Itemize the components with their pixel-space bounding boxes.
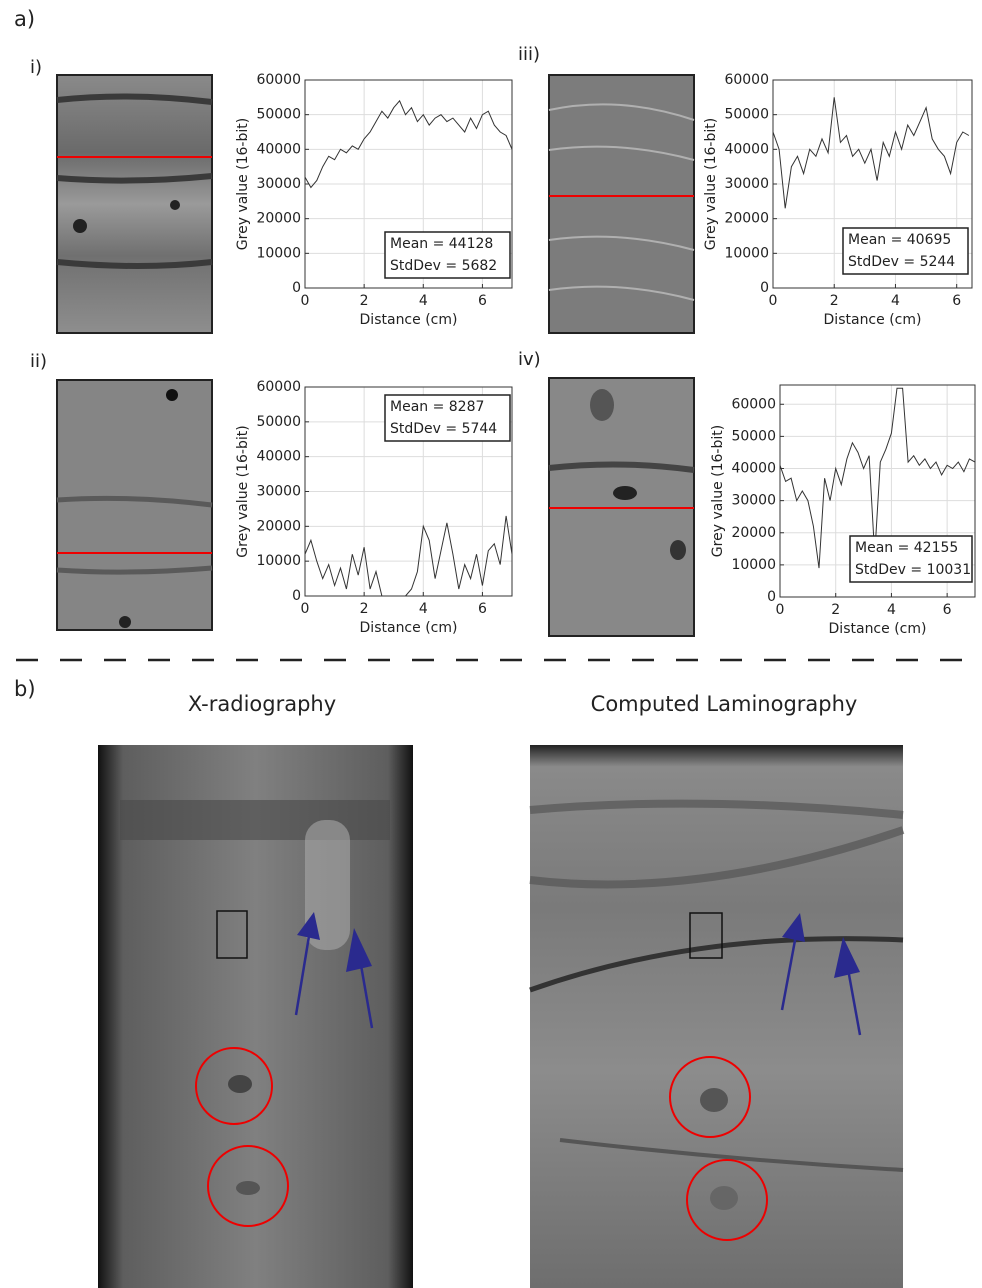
stats-text: Mean = 40695 [848, 232, 951, 248]
y-axis-label: Grey value (16-bit) [235, 425, 251, 557]
stats-box [842, 227, 969, 275]
y-tick-label: 0 [767, 589, 776, 605]
x-tick-label: 0 [769, 293, 778, 309]
plot-frame [304, 386, 513, 597]
y-tick-label: 40000 [256, 141, 301, 157]
x-tick-label: 0 [301, 601, 310, 617]
image-title: Computed Laminography [591, 692, 858, 716]
y-tick-label: 30000 [256, 176, 301, 192]
x-tick-label: 0 [776, 602, 785, 618]
y-tick-label: 60000 [724, 72, 769, 88]
y-tick-label: 10000 [256, 245, 301, 261]
y-tick-label: 40000 [256, 449, 301, 465]
y-tick-label: 60000 [256, 379, 301, 395]
section-label: b) [14, 677, 36, 701]
section-label: a) [14, 7, 35, 31]
line-chart: ii) 0 10000 20000 30000 40000 50000 60000 0 2 4 6 Di… [30, 351, 513, 636]
stats-box [384, 231, 511, 279]
stats-text: StdDev = 5244 [848, 254, 955, 270]
stats-text: StdDev = 5744 [390, 421, 497, 437]
x-axis-label: Distance (cm) [824, 312, 922, 328]
y-axis-label: Grey value (16-bit) [235, 118, 251, 250]
panel-label: i) [30, 57, 42, 78]
x-axis-label: Distance (cm) [360, 312, 458, 328]
line-chart: iv) 0 10000 20000 30000 40000 50000 60000 0 2 4 6 Di… [518, 349, 976, 637]
x-tick-label: 6 [478, 601, 487, 617]
x-tick-label: 2 [831, 602, 840, 618]
x-tick-label: 4 [891, 293, 900, 309]
stats-box [849, 535, 973, 583]
x-axis-label: Distance (cm) [360, 620, 458, 636]
y-tick-label: 10000 [731, 557, 776, 573]
y-tick-label: 20000 [256, 518, 301, 534]
image-title: X-radiography [188, 692, 336, 716]
panel-label: iii) [518, 44, 540, 65]
plot-frame [779, 384, 976, 598]
y-tick-label: 20000 [731, 525, 776, 541]
laminography-image [529, 745, 905, 1288]
x-tick-label: 2 [360, 293, 369, 309]
y-tick-label: 20000 [724, 211, 769, 227]
x-axis-label: Distance (cm) [829, 621, 927, 637]
x-tick-label: 4 [887, 602, 896, 618]
line-chart: iii) 0 10000 20000 30000 40000 50000 60000 0 2 4 6 D… [518, 44, 973, 328]
stats-text: Mean = 44128 [390, 236, 493, 252]
y-tick-label: 40000 [731, 461, 776, 477]
stats-text: Mean = 42155 [855, 540, 958, 556]
y-tick-label: 30000 [731, 493, 776, 509]
panel-label: ii) [30, 351, 47, 372]
y-tick-label: 50000 [256, 107, 301, 123]
x-tick-label: 2 [360, 601, 369, 617]
y-axis-label: Grey value (16-bit) [710, 425, 726, 557]
y-tick-label: 10000 [256, 553, 301, 569]
y-tick-label: 20000 [256, 211, 301, 227]
y-tick-label: 40000 [724, 141, 769, 157]
x-tick-label: 6 [943, 602, 952, 618]
y-tick-label: 60000 [256, 72, 301, 88]
y-tick-label: 50000 [724, 107, 769, 123]
profile-line [304, 99, 513, 189]
plot-frame [772, 79, 973, 289]
stats-box [384, 394, 511, 442]
x-tick-label: 4 [419, 293, 428, 309]
y-tick-label: 0 [292, 280, 301, 296]
panel-label: iv) [518, 349, 541, 370]
y-axis-label: Grey value (16-bit) [703, 118, 719, 250]
xray-image [98, 745, 413, 1288]
x-tick-label: 4 [419, 601, 428, 617]
profile-line [772, 97, 970, 209]
y-tick-label: 10000 [724, 245, 769, 261]
profile-line [779, 387, 976, 569]
x-tick-label: 6 [478, 293, 487, 309]
image-thumbnails [56, 74, 695, 637]
stats-text: Mean = 8287 [390, 399, 484, 415]
stats-text: StdDev = 5682 [390, 258, 497, 274]
y-tick-label: 60000 [731, 396, 776, 412]
y-tick-label: 30000 [256, 484, 301, 500]
y-tick-label: 50000 [731, 428, 776, 444]
stats-text: StdDev = 10031 [855, 562, 971, 578]
y-tick-label: 30000 [724, 176, 769, 192]
y-tick-label: 0 [292, 588, 301, 604]
x-tick-label: 2 [830, 293, 839, 309]
profile-line [304, 515, 513, 597]
line-chart: i) 0 10000 20000 30000 40000 50000 60000 0 2 4 6 Dis… [30, 57, 513, 328]
x-tick-label: 6 [952, 293, 961, 309]
plot-frame [304, 79, 513, 289]
y-tick-label: 0 [760, 280, 769, 296]
x-tick-label: 0 [301, 293, 310, 309]
y-tick-label: 50000 [256, 414, 301, 430]
